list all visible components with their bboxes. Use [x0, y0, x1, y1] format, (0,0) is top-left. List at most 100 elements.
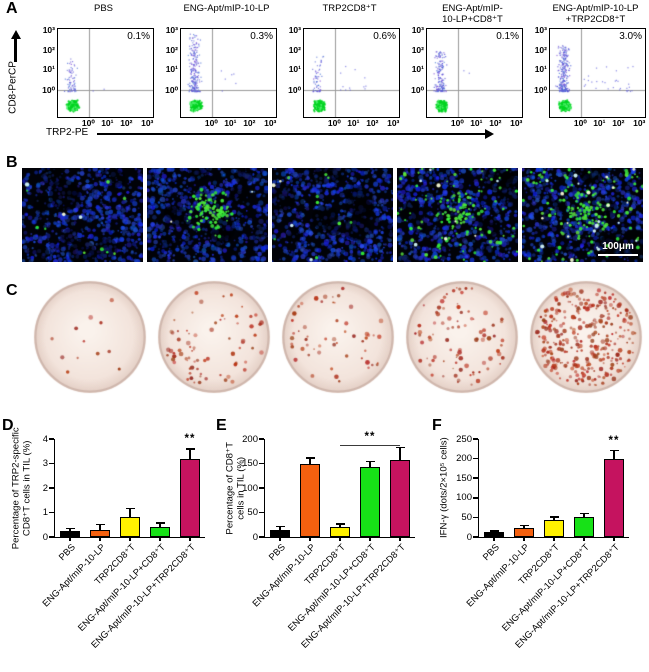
panel-c-label: C — [6, 282, 18, 299]
flow-x-tick-label: 10² — [612, 118, 625, 128]
flow-plot-row: PBS 0.1% 10³ 10² 10¹ 10⁰ 10⁰ 10¹ 10² 10³ ENG-Apt/m… — [33, 2, 648, 150]
flow-percentage: 3.0% — [619, 31, 642, 42]
bar-F-0 — [484, 531, 504, 537]
flow-plot-box: 0.3% — [180, 28, 277, 118]
bar-E-3 — [360, 467, 380, 537]
panel-e-label: E — [216, 417, 227, 434]
flow-x-tick-label: 10¹ — [101, 118, 114, 128]
category-label: TRP2CD8⁺T — [302, 542, 348, 587]
bar-D-2 — [120, 517, 140, 537]
chart-d-plot-area: 0 1 2 3 4 PBS ENG-Apt/mIP-10-LP TRP2CD8⁺T ENG-Ap… — [40, 433, 205, 650]
y-tick-mark — [259, 462, 264, 465]
flow-y-tick-label: 10³ — [288, 24, 301, 35]
y-tick-mark — [49, 511, 54, 514]
error-bar-line — [189, 448, 191, 459]
error-bar-line — [613, 449, 615, 459]
y-tick-mark — [473, 497, 478, 499]
flow-x-tick-label: 10² — [489, 118, 502, 128]
elispot-canvas — [405, 280, 519, 394]
y-tick-mark — [49, 462, 54, 465]
category-label: ENG-Apt/mIP-10-LP+CD8⁺T — [285, 542, 378, 634]
flow-y-tick-label: 10² — [42, 45, 55, 55]
x-axis-arrow-line — [97, 133, 485, 135]
tissue-image — [147, 168, 268, 262]
error-bar-cap — [95, 523, 105, 525]
flow-plot: ENG-Apt/mIP-10-LP 0.3% 10³ 10² 10¹ 10⁰ 10⁰ 10¹ 1… — [156, 2, 279, 150]
x-tick-mark — [583, 537, 585, 541]
significance-bracket — [340, 445, 400, 447]
panel-a-flow-cytometry: A CD8-PerCP TRP2-PE PBS 0.1% 10³ 10² 10¹ 10⁰ 1… — [0, 0, 649, 152]
flow-x-tick-label: 10³ — [264, 118, 277, 128]
flow-plot: TRP2CD8⁺T 0.6% 10³ 10² 10¹ 10⁰ 10⁰ 10¹ 10² 10³ — [279, 2, 402, 150]
panel-f-bar-chart: F IFN-γ (dots/2×10⁵ cells) 0 50 100 150 200 2… — [432, 417, 647, 672]
bar-F-4 — [604, 458, 624, 537]
error-bar-line — [309, 457, 311, 465]
flow-dot-canvas — [550, 29, 645, 117]
error-bar-cap — [365, 460, 375, 462]
y-tick-label: 0 — [252, 531, 258, 543]
bar-E-0 — [270, 529, 290, 537]
scale-bar-line — [598, 253, 638, 256]
error-bar-line — [99, 523, 101, 530]
chart-f-y-axis-label: IFN-γ (dots/2×10⁵ cells) — [438, 437, 450, 539]
flow-dot-canvas — [58, 29, 153, 117]
flow-x-axis-label: TRP2-PE — [46, 127, 89, 138]
y-tick-mark — [473, 438, 478, 440]
flow-y-tick-label: 10¹ — [42, 64, 55, 75]
category-label: ENG-Apt/mIP-10-LP+TRP2CD8⁺T — [513, 542, 622, 650]
flow-y-tick-label: 10¹ — [534, 64, 547, 75]
y-tick-mark — [259, 511, 264, 514]
flow-x-tick-label: 10³ — [510, 118, 523, 128]
category-label: ENG-Apt/mIP-10-LP — [464, 542, 532, 609]
category-label: ENG-Apt/mIP-10-LP+CD8⁺T — [499, 542, 592, 634]
flow-plot: ENG-Apt/mIP-10-LP +TRP2CD8⁺T 3.0% 10³ 10² 10… — [525, 2, 648, 150]
y-tick-label: 3 — [42, 458, 48, 469]
bar-D-1 — [90, 529, 110, 537]
y-tick-label: 250 — [456, 433, 472, 445]
flow-y-tick-label: 10³ — [411, 24, 424, 35]
flow-plot: PBS 0.1% 10³ 10² 10¹ 10⁰ 10⁰ 10¹ 10² 10³ — [33, 2, 156, 150]
flow-plot-title: PBS — [93, 3, 113, 14]
x-tick-mark — [613, 537, 615, 541]
panel-d-bar-chart: D Percentage of TRP2-specific CD8⁺T cells… — [2, 417, 217, 672]
flow-x-tick-label: 10³ — [633, 118, 646, 128]
panel-a-label: A — [6, 0, 18, 17]
flow-x-tick-label: 10³ — [387, 118, 400, 128]
flow-plot-box: 0.1% — [426, 28, 523, 118]
y-tick-label: 50 — [461, 511, 472, 523]
flow-y-tick-label: 10² — [165, 45, 178, 55]
y-tick-mark — [259, 487, 264, 489]
elispot-well — [157, 280, 271, 394]
bar-E-1 — [300, 464, 320, 537]
x-tick-mark — [493, 537, 495, 541]
flow-y-tick-label: 10³ — [42, 24, 55, 35]
tissue-canvas — [22, 168, 143, 262]
significance-stars: ** — [184, 433, 196, 446]
flow-x-tick-label: 10³ — [141, 118, 154, 128]
flow-y-tick-label: 10¹ — [165, 64, 178, 75]
tissue-image: 100μm — [522, 168, 643, 262]
y-tick-label: 1 — [42, 507, 48, 518]
y-axis-arrow-line — [14, 38, 17, 62]
y-tick-label: 100 — [456, 492, 472, 504]
flow-x-tick-label: 10¹ — [470, 118, 483, 128]
y-tick-label: 200 — [456, 453, 472, 465]
flow-x-tick-label: 10⁰ — [81, 118, 95, 128]
scale-bar-text: 100μm — [602, 240, 634, 252]
flow-plot-title: ENG-Apt/mIP-10-LP +TRP2CD8⁺T — [552, 3, 639, 26]
flow-y-tick-label: 10⁰ — [411, 84, 424, 95]
y-tick-label: 50 — [247, 507, 258, 518]
elispot-canvas — [529, 280, 643, 394]
tissue-image — [397, 168, 518, 262]
category-label: ENG-Apt/mIP-10-LP+CD8⁺T — [75, 542, 168, 634]
scale-bar: 100μm — [598, 240, 638, 256]
y-tick-mark — [49, 438, 54, 440]
error-bar-line — [279, 525, 281, 530]
flow-y-tick-label: 10¹ — [288, 64, 301, 75]
flow-percentage: 0.3% — [250, 31, 273, 42]
flow-y-tick-label: 10⁰ — [42, 84, 55, 95]
flow-y-tick-label: 10⁰ — [165, 84, 178, 95]
category-label: ENG-Apt/mIP-10-LP+TRP2CD8⁺T — [89, 542, 198, 650]
error-bar-cap — [489, 530, 499, 532]
